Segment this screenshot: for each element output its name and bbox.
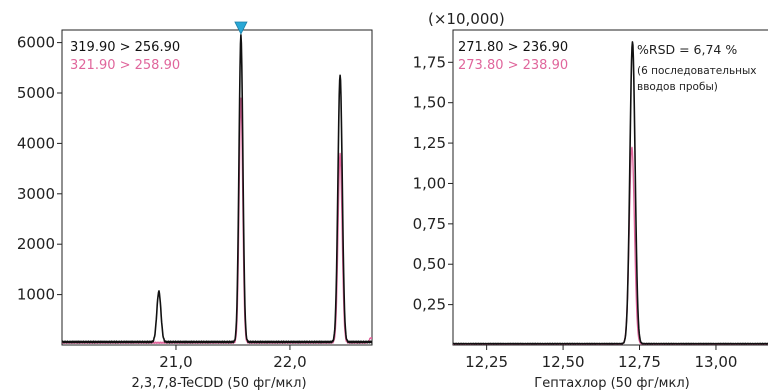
left-legend-series-1: 319.90 > 256.90 <box>70 40 180 55</box>
right-x-axis: 12,25 12,50 12,75 13,00 <box>465 345 737 371</box>
right-x-tick-label: 12,75 <box>618 353 661 371</box>
peak-marker-icon <box>234 21 248 35</box>
right-plot-frame <box>452 29 768 346</box>
right-x-tick-label: 12,25 <box>465 353 508 371</box>
right-y-axis: 0,25 0,50 0,75 1,00 1,25 1,50 1,75 <box>413 53 453 314</box>
right-legend-series-1: 271.80 > 236.90 <box>458 40 568 55</box>
right-series-group <box>453 41 768 345</box>
right-y-tick-label: 0,75 <box>413 215 446 233</box>
right-y-tick-label: 0,25 <box>413 296 446 314</box>
left-x-axis: 21,0 22,0 <box>159 345 307 371</box>
left-legend-series-2: 321.90 > 258.90 <box>70 58 180 73</box>
rsd-annotation-line-3: вводов пробы) <box>637 81 718 93</box>
rsd-annotation-line-2: (6 последовательных <box>637 65 757 77</box>
left-x-tick-label: 21,0 <box>159 353 192 371</box>
left-y-tick-label: 2000 <box>17 235 55 253</box>
left-y-tick-label: 5000 <box>17 84 55 102</box>
right-legend-series-2: 273.80 > 238.90 <box>458 58 568 73</box>
left-x-axis-label: 2,3,7,8-TeCDD (50 фг/мкл) <box>131 376 306 391</box>
left-x-tick-label: 22,0 <box>273 353 306 371</box>
right-y-tick-label: 1,00 <box>413 174 446 192</box>
right-y-tick-label: 0,50 <box>413 255 446 273</box>
right-series-2-trace <box>453 146 768 345</box>
left-plot-frame <box>61 29 373 346</box>
right-x-tick-label: 12,50 <box>542 353 585 371</box>
left-y-tick-label: 1000 <box>17 286 55 304</box>
right-series-1-trace <box>453 41 768 345</box>
right-y-tick-label: 1,25 <box>413 134 446 152</box>
rsd-annotation: %RSD = 6,74 % <box>637 42 737 57</box>
left-y-tick-label: 6000 <box>17 34 55 52</box>
left-series-group <box>62 34 372 344</box>
left-series-1-trace <box>62 34 372 344</box>
left-chart: 1000 2000 3000 4000 5000 6000 21,0 22,0 319.90… <box>17 21 373 391</box>
right-chart: (×10,000) 0,25 0,50 0,75 1,00 1,25 1,50 1,75 1… <box>413 10 768 391</box>
right-x-axis-label: Гептахлор (50 фг/мкл) <box>534 376 689 391</box>
right-x-tick-label: 13,00 <box>694 353 737 371</box>
right-y-multiplier-label: (×10,000) <box>428 10 505 28</box>
right-y-tick-label: 1,75 <box>413 53 446 71</box>
right-y-tick-label: 1,50 <box>413 94 446 112</box>
left-series-2-trace <box>62 97 372 344</box>
left-y-tick-label: 3000 <box>17 185 55 203</box>
left-y-tick-label: 4000 <box>17 134 55 152</box>
left-y-axis: 1000 2000 3000 4000 5000 6000 <box>17 34 62 304</box>
